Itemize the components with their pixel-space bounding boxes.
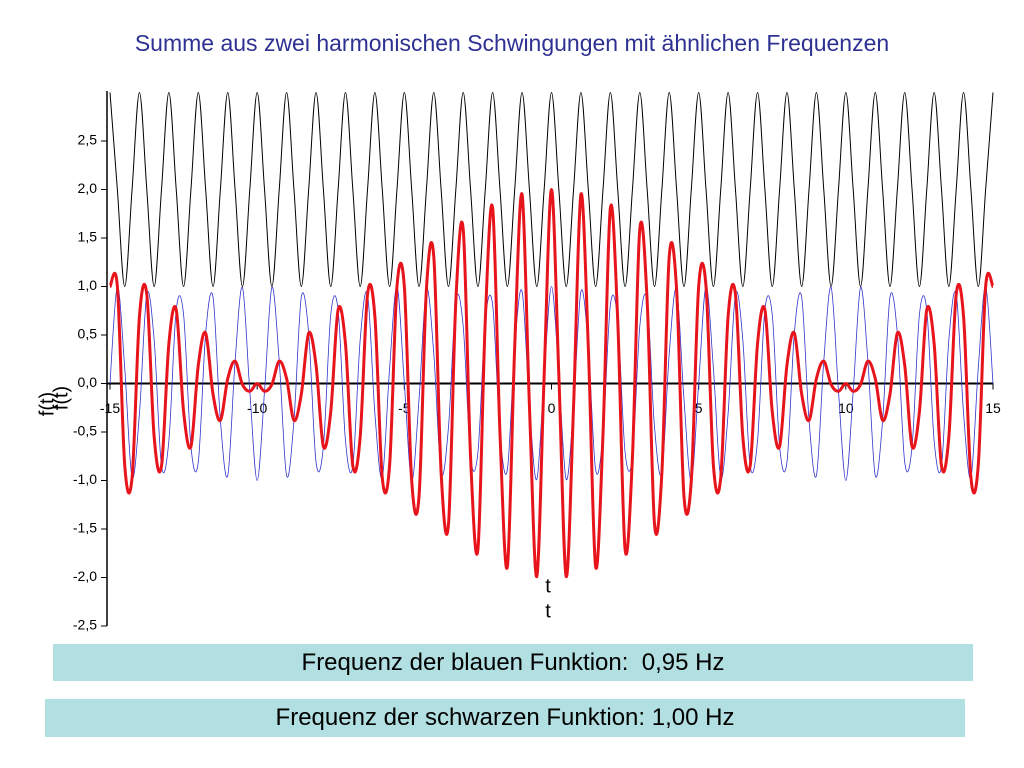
y-tick-label: 0,5 <box>78 326 98 342</box>
x-tick-label: 5 <box>695 400 703 416</box>
line-series <box>108 187 995 579</box>
y-tick-label: -2,0 <box>73 568 97 584</box>
x-axis-label: t <box>545 600 551 622</box>
line-series <box>109 91 994 288</box>
y-tick-label: -1,5 <box>73 520 97 536</box>
info-box: Frequenz der schwarzen Funktion: 1,00 Hz <box>45 699 965 737</box>
x-axis-label: t <box>545 575 551 597</box>
y-tick-label: -1,0 <box>73 471 97 487</box>
x-tick-label: -10 <box>247 400 267 416</box>
y-tick-label: 2,5 <box>78 132 98 148</box>
x-tick-label: 0 <box>548 400 556 416</box>
y-tick-label: 2,0 <box>78 180 98 196</box>
y-tick-label: -0,5 <box>73 423 97 439</box>
chart-title: Summe aus zwei harmonischen Schwingungen… <box>135 30 889 56</box>
line-series <box>109 286 994 481</box>
y-tick-label: -2,5 <box>73 617 97 633</box>
y-axis-label: f(t) <box>36 392 58 416</box>
y-tick-label: 1,0 <box>78 277 98 293</box>
y-tick-label: 0,0 <box>78 374 98 390</box>
x-tick-label: -15 <box>100 400 120 416</box>
x-tick-label: 15 <box>985 400 1001 416</box>
y-axis-label: f(t) <box>50 386 72 410</box>
x-tick-label: 10 <box>838 400 854 416</box>
info-box: Frequenz der blauen Funktion: 0,95 Hz <box>53 644 973 681</box>
y-tick-label: 1,5 <box>78 229 98 245</box>
